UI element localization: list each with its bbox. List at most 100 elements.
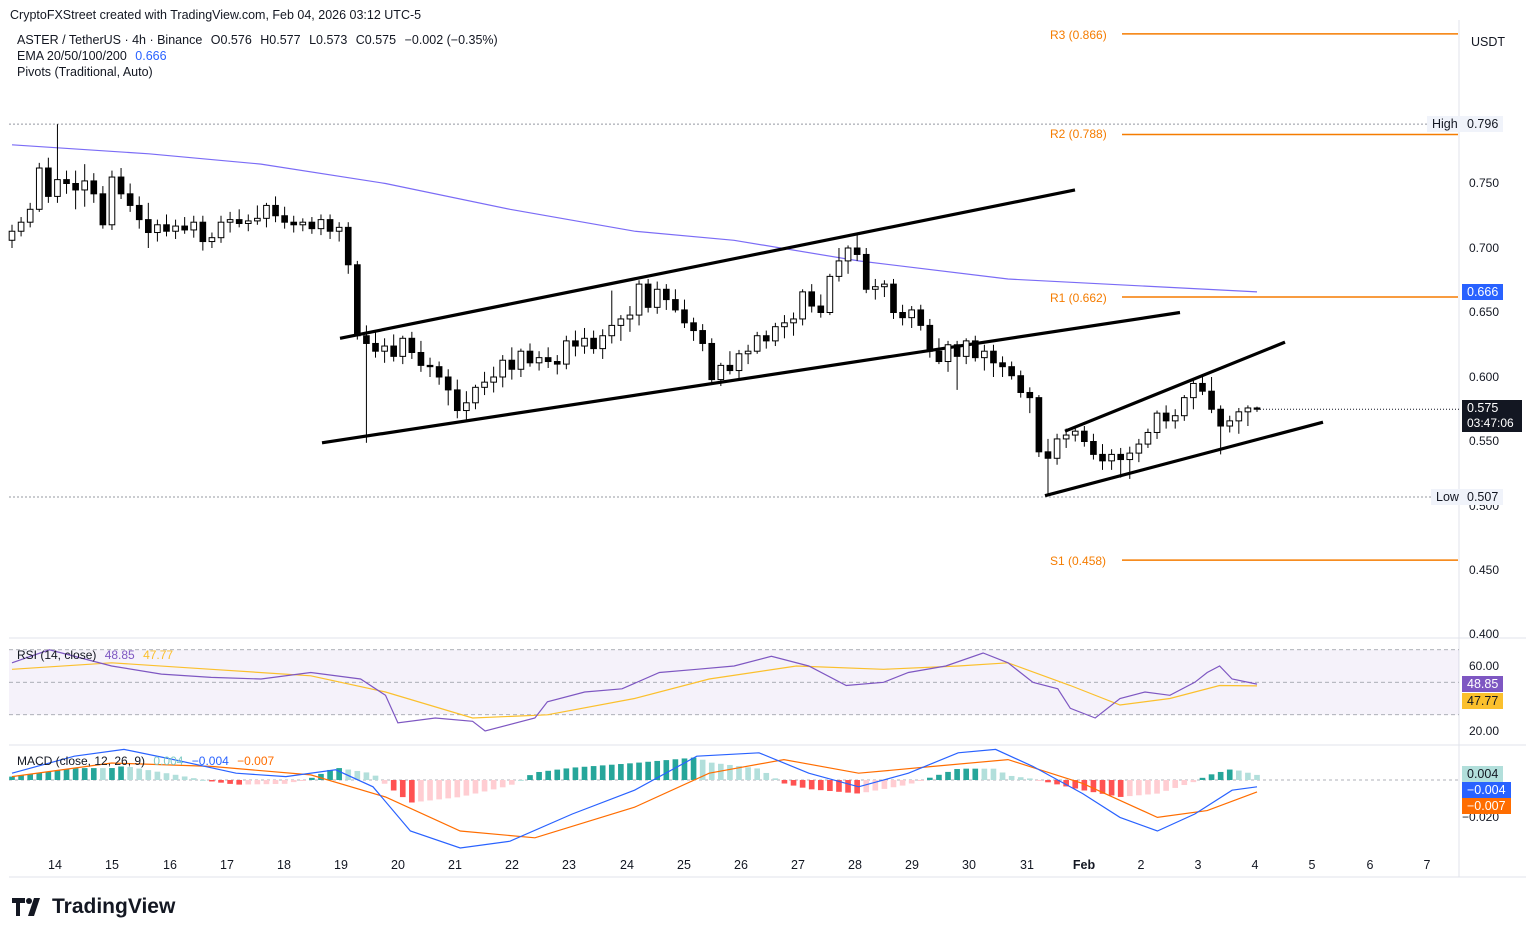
macd-hist-bar (1154, 780, 1160, 794)
low-value: 0.507 (1462, 489, 1504, 505)
macd-hist-bar (1217, 771, 1224, 780)
macd-hist-text: 0.004 (153, 754, 184, 768)
candle-body (1035, 397, 1043, 453)
macd-hist-bar (827, 780, 833, 791)
macd-hist-bar (817, 780, 824, 791)
macd-hist-bar (781, 780, 788, 784)
macd-hist-bar (381, 780, 388, 784)
macd-legend[interactable]: MACD (close, 12, 26, 9) 0.004 −0.004 −0.… (17, 754, 279, 768)
candle-body (490, 376, 497, 383)
trend-line (321, 310, 1181, 445)
ohlc-low: L0.573 (309, 33, 348, 47)
macd-hist-bar (927, 777, 933, 780)
candle-body (962, 340, 970, 357)
bar-countdown: 03:47:06 (1467, 416, 1514, 430)
candle-body (1226, 420, 1234, 427)
macd-hist-bar (1236, 770, 1242, 780)
candle-body (808, 291, 816, 307)
ohlc-close: C0.575 (355, 33, 397, 47)
tradingview-wordmark: TradingView (52, 895, 176, 918)
macd-hist-bar (654, 760, 661, 780)
candle-body (762, 335, 770, 342)
candle-body (935, 350, 943, 363)
candle-body (553, 361, 561, 365)
candle-body (144, 219, 152, 234)
macd-hist-bar (627, 763, 633, 780)
symbol-legend[interactable]: ASTER / TetherUS · 4h · Binance O0.576 H… (17, 33, 503, 47)
macd-hist-bar (1036, 780, 1042, 781)
macd-hist-bar (990, 768, 997, 780)
candle-body (726, 364, 734, 372)
macd-hist-bar (472, 780, 479, 794)
candle-body (599, 335, 607, 350)
candle-body (1126, 452, 1134, 461)
candle-body (472, 386, 479, 404)
candle-body (1171, 415, 1179, 422)
candle-body (254, 217, 261, 222)
candle-body (790, 318, 797, 324)
candle-body (172, 225, 179, 232)
rsi-tick: 60.00 (1468, 659, 1499, 673)
candle-body (944, 344, 952, 363)
candle-body (781, 322, 788, 328)
ema-legend[interactable]: EMA 20/50/100/200 0.666 (17, 49, 172, 63)
price-tick: 0.700 (1468, 241, 1499, 255)
macd-hist-bar (499, 780, 506, 788)
candle-body (1081, 430, 1088, 442)
rsi-legend[interactable]: RSI (14, close) 48.85 47.77 (17, 648, 178, 662)
macd-hist-bar (1099, 780, 1106, 794)
pivots-legend[interactable]: Pivots (Traditional, Auto) (17, 65, 153, 79)
x-tick: 31 (1020, 858, 1034, 872)
candle-body (108, 176, 116, 226)
macd-hist-bar (663, 760, 670, 780)
candle-body (1153, 412, 1161, 433)
macd-hist-bar (309, 777, 315, 780)
ohlc-open: O0.576 (210, 33, 252, 47)
candle-body (826, 275, 834, 314)
candle-body (326, 219, 334, 232)
candle-body (1199, 382, 1206, 392)
candle-body (263, 204, 270, 219)
macd-hist-bar (154, 771, 161, 780)
macd-hist-bar (509, 780, 515, 785)
candle-body (953, 344, 961, 357)
macd-hist-bar (263, 780, 270, 785)
macd-hist-bar (436, 780, 442, 800)
candle-body (463, 402, 470, 412)
candle-body (426, 364, 434, 368)
price-tick: 0.650 (1468, 305, 1499, 319)
macd-hist-badge: 0.004 (1462, 766, 1504, 782)
candle-body (354, 264, 361, 337)
tradingview-logo[interactable]: TradingView (12, 895, 175, 919)
candle-body (1144, 431, 1152, 445)
currency-label[interactable]: USDT (1471, 35, 1506, 49)
macd-hist-bar (590, 766, 597, 780)
macd-hist-bar (54, 770, 61, 780)
macd-hist-bar (772, 778, 779, 780)
macd-hist-bar (363, 772, 370, 780)
macd-hist-bar (1226, 769, 1233, 780)
candle-body (408, 337, 416, 353)
macd-hist-bar (427, 780, 433, 801)
x-tick: 7 (1423, 858, 1431, 872)
macd-hist-bar (681, 758, 688, 780)
macd-hist-bar (645, 761, 651, 780)
x-tick: 6 (1366, 858, 1374, 872)
candle-body (1235, 411, 1243, 422)
macd-hist-bar (327, 769, 333, 780)
candle-body (54, 179, 61, 197)
candle-body (117, 176, 125, 195)
candle-body (971, 340, 979, 359)
macd-hist-bar (808, 780, 815, 790)
macd-hist-bar (745, 767, 751, 780)
price-tick: 0.600 (1468, 370, 1499, 384)
candle-body (99, 193, 107, 226)
macd-hist-bar (109, 768, 115, 780)
candle-body (190, 221, 198, 231)
candle-body (899, 312, 906, 319)
candle-body (399, 337, 407, 357)
candle-body (199, 221, 207, 243)
candle-body (1090, 441, 1097, 455)
